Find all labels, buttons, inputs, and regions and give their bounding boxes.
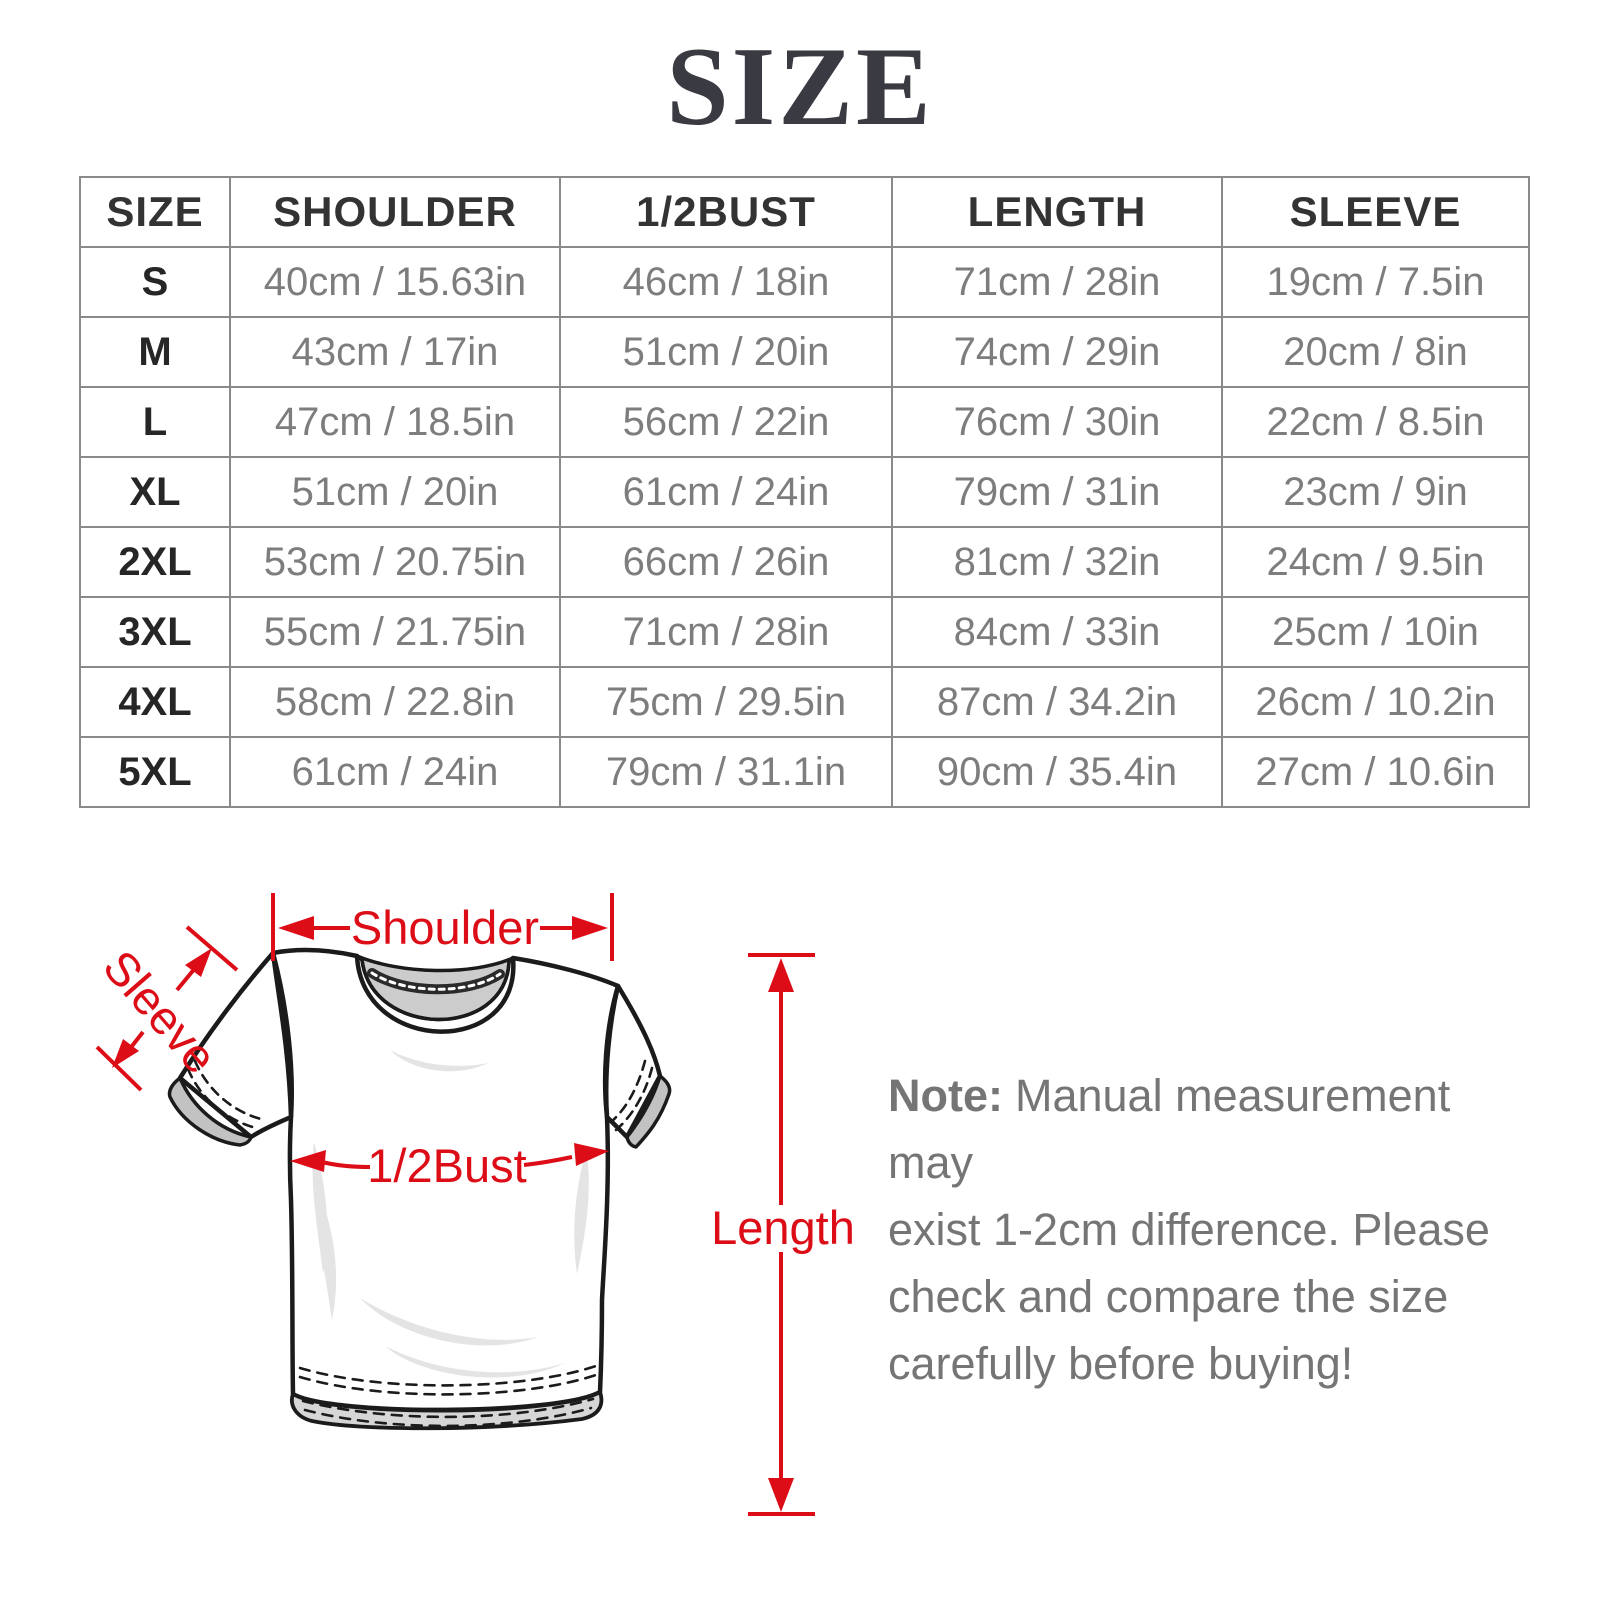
- table-row: M 43cm / 17in 51cm / 20in 74cm / 29in 20…: [79, 316, 1530, 388]
- length-label: Length: [711, 1201, 855, 1254]
- half-bust-label: 1/2Bust: [367, 1139, 526, 1192]
- shoulder-annotation: Shoulder: [271, 893, 614, 961]
- col-header-shoulder: SHOULDER: [229, 176, 561, 248]
- halfbust-value: 56cm / 22in: [559, 386, 893, 458]
- sleeve-value: 23cm / 9in: [1221, 456, 1530, 528]
- tshirt-measurement-diagram: Shoulder Sleeve 1/2Bust Lengt: [93, 893, 855, 1516]
- length-value: 76cm / 30in: [891, 386, 1223, 458]
- shoulder-value: 43cm / 17in: [229, 316, 561, 388]
- sleeve-value: 24cm / 9.5in: [1221, 526, 1530, 598]
- length-value: 87cm / 34.2in: [891, 666, 1223, 738]
- size-label: L: [79, 386, 231, 458]
- shoulder-value: 53cm / 20.75in: [229, 526, 561, 598]
- size-label: 3XL: [79, 596, 231, 668]
- hem-stitching: [298, 1364, 598, 1428]
- sleeve-up-arrowhead: [185, 948, 212, 977]
- halfbust-value: 71cm / 28in: [559, 596, 893, 668]
- left-cuff: [167, 1076, 253, 1147]
- note: Note: Manual measurement may exist 1-2cm …: [888, 1062, 1528, 1397]
- length-annotation: Length: [711, 953, 855, 1516]
- cuff-stitching: [186, 1059, 654, 1132]
- col-header-halfbust: 1/2BUST: [559, 176, 893, 248]
- note-label: Note:: [888, 1070, 1003, 1121]
- page-title: SIZE: [666, 25, 934, 149]
- tshirt-body: [270, 947, 621, 1413]
- length-value: 71cm / 28in: [891, 246, 1223, 318]
- sleeve-down-arrowhead: [112, 1039, 139, 1068]
- note-line: exist 1-2cm difference. Please: [888, 1204, 1490, 1255]
- length-value: 84cm / 33in: [891, 596, 1223, 668]
- sleeve-top-tick: [185, 925, 239, 972]
- tshirt-left-sleeve: [177, 950, 294, 1140]
- half-bust-annotation: 1/2Bust: [290, 1139, 609, 1192]
- halfbust-value: 75cm / 29.5in: [559, 666, 893, 738]
- halfbust-value: 46cm / 18in: [559, 246, 893, 318]
- sleeve-value: 26cm / 10.2in: [1221, 666, 1530, 738]
- shoulder-value: 55cm / 21.75in: [229, 596, 561, 668]
- table-row: S 40cm / 15.63in 46cm / 18in 71cm / 28in…: [79, 246, 1530, 318]
- sleeve-value: 22cm / 8.5in: [1221, 386, 1530, 458]
- right-cuff: [625, 1074, 672, 1149]
- table-row: 4XL 58cm / 22.8in 75cm / 29.5in 87cm / 3…: [79, 666, 1530, 738]
- collar-rim: [360, 958, 511, 1022]
- sleeve-value: 19cm / 7.5in: [1221, 246, 1530, 318]
- sleeve-value: 20cm / 8in: [1221, 316, 1530, 388]
- note-line: check and compare the size: [888, 1271, 1449, 1322]
- halfbust-value: 79cm / 31.1in: [559, 736, 893, 808]
- size-label: 5XL: [79, 736, 231, 808]
- shoulder-value: 51cm / 20in: [229, 456, 561, 528]
- table-row: 3XL 55cm / 21.75in 71cm / 28in 84cm / 33…: [79, 596, 1530, 668]
- size-label: 4XL: [79, 666, 231, 738]
- halfbust-value: 66cm / 26in: [559, 526, 893, 598]
- table-header-row: SIZE SHOULDER 1/2BUST LENGTH SLEEVE: [79, 176, 1530, 248]
- hem-band: [290, 1390, 604, 1431]
- size-label: M: [79, 316, 231, 388]
- shoulder-label: Shoulder: [351, 901, 539, 954]
- size-label: S: [79, 246, 231, 318]
- shoulder-value: 40cm / 15.63in: [229, 246, 561, 318]
- note-text: Manual measurement may: [888, 1070, 1451, 1188]
- table-row: XL 51cm / 20in 61cm / 24in 79cm / 31in 2…: [79, 456, 1530, 528]
- table-row: 2XL 53cm / 20.75in 66cm / 26in 81cm / 32…: [79, 526, 1530, 598]
- table-row: 5XL 61cm / 24in 79cm / 31.1in 90cm / 35.…: [79, 736, 1530, 808]
- fabric-wrinkles: [312, 1050, 589, 1378]
- sleeve-value: 25cm / 10in: [1221, 596, 1530, 668]
- note-line: carefully before buying!: [888, 1338, 1354, 1389]
- length-down-arrowhead: [768, 1478, 794, 1512]
- note-line: Note: Manual measurement may: [888, 1062, 1528, 1196]
- length-value: 79cm / 31in: [891, 456, 1223, 528]
- length-up-arrowhead: [768, 958, 794, 992]
- shoulder-right-arrowhead: [572, 916, 608, 940]
- size-table: SIZE SHOULDER 1/2BUST LENGTH SLEEVE S 40…: [79, 176, 1530, 808]
- tshirt-right-sleeve: [603, 983, 663, 1140]
- bust-left-arrowhead: [290, 1150, 326, 1172]
- shoulder-value: 61cm / 24in: [229, 736, 561, 808]
- length-value: 81cm / 32in: [891, 526, 1223, 598]
- length-value: 90cm / 35.4in: [891, 736, 1223, 808]
- size-label: XL: [79, 456, 231, 528]
- sleeve-bottom-tick: [95, 1045, 143, 1092]
- collar-zigzag: [370, 971, 502, 991]
- tshirt-drawing: [167, 947, 672, 1431]
- col-header-size: SIZE: [79, 176, 231, 248]
- shoulder-value: 47cm / 18.5in: [229, 386, 561, 458]
- col-header-length: LENGTH: [891, 176, 1223, 248]
- size-label: 2XL: [79, 526, 231, 598]
- col-header-sleeve: SLEEVE: [1221, 176, 1530, 248]
- bust-right-arrowhead: [574, 1143, 609, 1166]
- sleeve-value: 27cm / 10.6in: [1221, 736, 1530, 808]
- halfbust-value: 61cm / 24in: [559, 456, 893, 528]
- length-value: 74cm / 29in: [891, 316, 1223, 388]
- table-row: L 47cm / 18.5in 56cm / 22in 76cm / 30in …: [79, 386, 1530, 458]
- shoulder-left-arrowhead: [278, 916, 314, 940]
- shoulder-value: 58cm / 22.8in: [229, 666, 561, 738]
- halfbust-value: 51cm / 20in: [559, 316, 893, 388]
